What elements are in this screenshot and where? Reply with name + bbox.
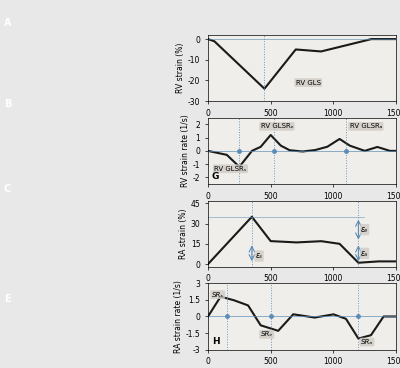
Text: RV GLS: RV GLS [296, 79, 321, 86]
Text: RV GLSRₑ: RV GLSRₑ [261, 123, 293, 130]
Y-axis label: RA strain (%): RA strain (%) [179, 208, 188, 259]
Text: G: G [212, 172, 219, 181]
Text: E: E [4, 294, 11, 304]
Text: SRₑ: SRₑ [261, 331, 273, 337]
X-axis label: Cardiac cycle (ms): Cardiac cycle (ms) [266, 202, 338, 211]
Text: εₐ: εₐ [361, 249, 368, 258]
Text: εₛ: εₛ [256, 251, 263, 261]
Text: C: C [4, 184, 11, 194]
Y-axis label: RV strain rate (1/s): RV strain rate (1/s) [181, 114, 190, 187]
X-axis label: Cardiac cycle (ms): Cardiac cycle (ms) [266, 285, 338, 294]
Text: RV GLSRₛ: RV GLSRₛ [214, 166, 247, 172]
Text: A: A [4, 18, 12, 28]
Text: εₑ: εₑ [361, 225, 368, 234]
Text: B: B [4, 99, 11, 109]
Y-axis label: RA strain rate (1/s): RA strain rate (1/s) [174, 280, 183, 353]
X-axis label: Cardiac cycle (ms): Cardiac cycle (ms) [266, 119, 338, 128]
Text: H: H [212, 337, 219, 346]
Y-axis label: RV strain (%): RV strain (%) [176, 43, 185, 93]
Text: SRₐ: SRₐ [361, 339, 373, 345]
Text: RV GLSRₐ: RV GLSRₐ [350, 123, 382, 130]
Text: SRₛ: SRₛ [212, 291, 224, 298]
